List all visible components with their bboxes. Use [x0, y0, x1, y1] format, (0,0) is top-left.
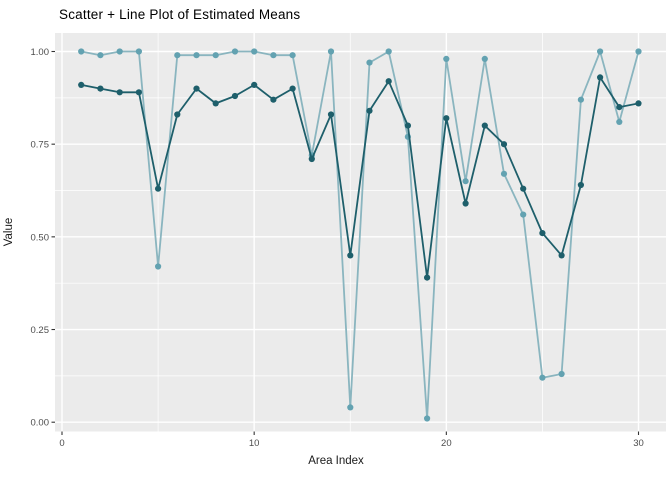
x-tick-label: 20 — [441, 438, 452, 449]
dark_teal_series-point — [193, 85, 200, 92]
light_teal_series-point — [443, 55, 450, 63]
light_teal_series-point — [520, 211, 527, 218]
x-tick-label: 30 — [633, 438, 644, 449]
light_teal_series-point — [270, 52, 277, 59]
y-tick-label: 0.25 — [31, 325, 50, 336]
dark_teal_series-point — [289, 85, 296, 92]
light_teal_series-point — [347, 404, 354, 411]
dark_teal_series-point — [116, 89, 123, 96]
dark_teal_series-point — [347, 252, 354, 259]
dark_teal_series-point — [366, 107, 373, 114]
dark_teal_series-point — [385, 78, 392, 85]
dark_teal_series-point — [500, 141, 508, 148]
dark_teal_series-point — [212, 100, 219, 107]
light_teal_series-point — [251, 48, 258, 55]
x-tick-label: 0 — [59, 438, 64, 449]
dark_teal_series-point — [520, 185, 527, 192]
light_teal_series-point — [500, 170, 508, 177]
dark_teal_series-point — [481, 122, 488, 129]
dark_teal_series-point — [174, 111, 181, 118]
dark_teal_series-point — [577, 181, 585, 189]
light_teal_series-point — [327, 48, 335, 55]
light_teal_series-point — [135, 48, 142, 55]
dark_teal_series-point — [597, 74, 604, 81]
dark_teal_series-point — [270, 96, 277, 103]
light_teal_series-point — [539, 374, 546, 381]
dark_teal_series-point — [558, 252, 565, 259]
dark_teal_series-point — [231, 92, 239, 100]
dark_teal_series-point — [135, 89, 142, 96]
light_teal_series-point — [155, 263, 162, 270]
dark_teal_series-line — [81, 76, 639, 279]
light_teal_series-point — [78, 48, 85, 55]
dark_teal_series-point — [155, 185, 162, 192]
chart-title: Scatter + Line Plot of Estimated Means — [59, 7, 301, 22]
dark_teal_series-point — [616, 104, 623, 111]
light_teal_series-point — [597, 48, 604, 55]
y-tick-label: 1.00 — [31, 47, 50, 58]
light_teal_series-point — [116, 48, 123, 55]
dark_teal_series-point — [443, 115, 450, 122]
light_teal_series-point — [174, 52, 181, 59]
y-tick-label: 0.00 — [31, 418, 50, 429]
light_teal_series-point — [616, 118, 623, 125]
x-tick-label: 10 — [249, 438, 260, 449]
light_teal_series-line — [81, 50, 640, 420]
dark_teal_series-point — [97, 85, 104, 92]
y-axis-title: Value — [3, 217, 15, 247]
light_teal_series-point — [558, 370, 565, 378]
y-tick-label: 0.50 — [31, 232, 50, 243]
dark_teal_series-point — [327, 111, 335, 118]
light_teal_series-point — [635, 48, 642, 55]
light_teal_series-point — [462, 178, 469, 185]
dark_teal_series-point — [308, 155, 315, 163]
light_teal_series-point — [289, 52, 296, 59]
light_teal_series-point — [385, 48, 392, 55]
light_teal_series-point — [231, 48, 239, 55]
dark_teal_series-point — [424, 274, 431, 281]
dark_teal_series-point — [635, 100, 642, 107]
light_teal_series-point — [366, 59, 373, 66]
dark_teal_series-point — [78, 81, 85, 88]
dark_teal_series-point — [251, 81, 258, 88]
light_teal_series-point — [481, 55, 488, 63]
x-axis-title: Area Index — [308, 455, 364, 467]
dark_teal_series-point — [539, 230, 546, 237]
light_teal_series-point — [193, 52, 200, 59]
light_teal_series-point — [424, 415, 431, 422]
light_teal_series-point — [212, 52, 219, 59]
dark_teal_series-point — [462, 200, 469, 207]
light_teal_series-point — [97, 52, 104, 59]
light_teal_series-point — [577, 96, 585, 103]
y-tick-label: 0.75 — [31, 140, 50, 151]
dark_teal_series-point — [404, 122, 411, 129]
